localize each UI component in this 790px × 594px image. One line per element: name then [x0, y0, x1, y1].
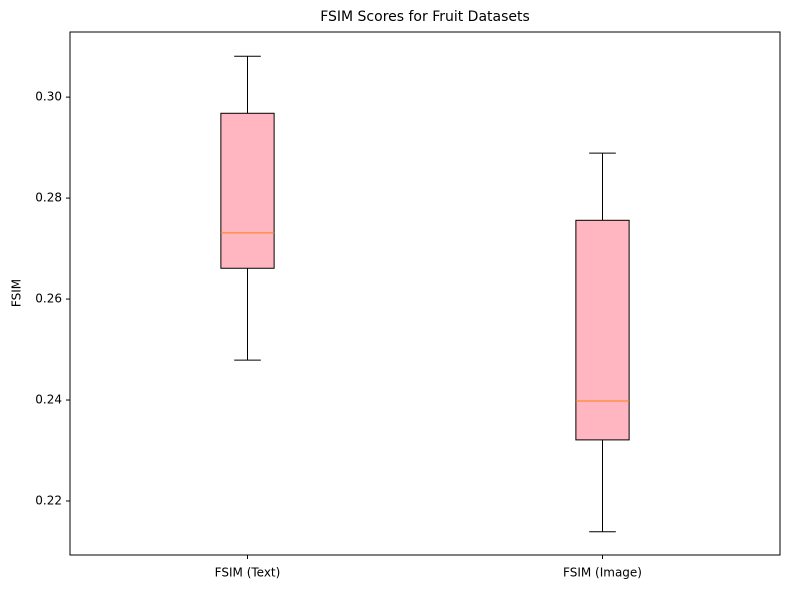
y-tick-label: 0.22 — [35, 493, 62, 507]
x-tick-label: FSIM (Text) — [215, 566, 281, 580]
chart-title: FSIM Scores for Fruit Datasets — [320, 9, 530, 25]
y-tick-label: 0.28 — [35, 191, 62, 205]
y-tick-label: 0.26 — [35, 292, 62, 306]
x-tick-label: FSIM (Image) — [563, 566, 642, 580]
y-axis-label: FSIM — [10, 279, 24, 307]
y-tick-label: 0.24 — [35, 393, 62, 407]
box — [575, 219, 630, 441]
plot-frame — [69, 31, 781, 556]
box — [220, 112, 275, 269]
y-tick-label: 0.30 — [35, 90, 62, 104]
